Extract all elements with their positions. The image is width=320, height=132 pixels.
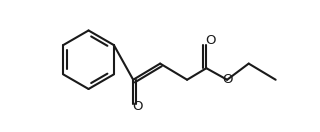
Text: O: O [132, 100, 143, 113]
Text: O: O [222, 73, 232, 86]
Text: O: O [206, 34, 216, 47]
